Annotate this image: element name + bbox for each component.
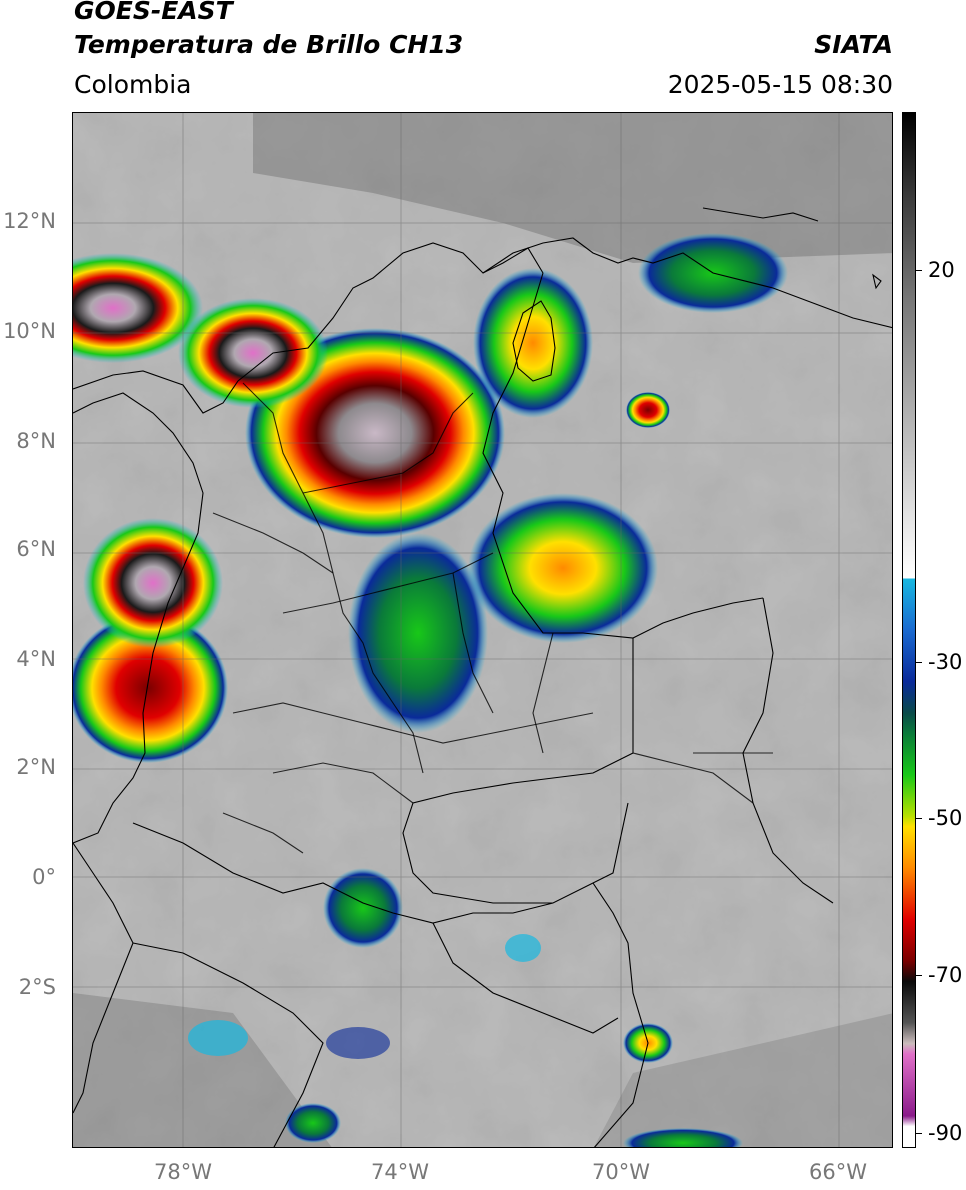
cold-patch-west (188, 1020, 248, 1056)
satellite-map[interactable] (72, 112, 893, 1148)
lat-label-8n: 8°N (16, 429, 56, 453)
colorbar-label-20: 20 (928, 258, 955, 282)
source-label: SIATA (814, 30, 893, 59)
colorbar-label-m30: -30 (928, 650, 963, 674)
lon-label-66w: 66°W (809, 1160, 867, 1184)
lon-label-70w: 70°W (592, 1160, 650, 1184)
lat-label-12n: 12°N (3, 209, 56, 233)
graticule (73, 113, 892, 1147)
product-title: Temperatura de Brillo CH13 (74, 30, 464, 59)
colorbar-tick-m90 (916, 1133, 922, 1134)
storm-cell-pacific-north (83, 518, 223, 648)
colorbar-tick-20 (916, 270, 922, 271)
colorbar-tick-m50 (916, 818, 922, 819)
lon-label-74w: 74°W (371, 1160, 429, 1184)
colorbar-label-m70: -70 (928, 963, 963, 987)
storm-cell-caribbean (178, 298, 328, 408)
colorbar (902, 112, 916, 1148)
colorbar-tick-m70 (916, 975, 922, 976)
lon-label-78w: 78°W (154, 1160, 212, 1184)
lat-label-2n: 2°N (16, 755, 56, 779)
satellite-title: GOES-EAST (74, 0, 233, 25)
lat-label-4n: 4°N (16, 647, 56, 671)
storm-cell-bottom (623, 1128, 743, 1147)
lat-label-2s: 2°S (18, 975, 56, 999)
storm-cell-small (626, 392, 670, 428)
map-canvas (73, 113, 892, 1147)
region-label: Colombia (74, 70, 192, 99)
storm-cell-far-south (285, 1103, 341, 1143)
storm-cell-ecuador (323, 868, 403, 948)
lat-label-0: 0° (32, 865, 56, 889)
cold-patch-center (505, 934, 541, 962)
storm-cell-pacific-south (73, 613, 228, 763)
storm-cell-caribbean-west (73, 253, 203, 363)
datetime-label: 2025-05-15 08:30 (667, 70, 893, 99)
borders (73, 207, 892, 1147)
colorbar-label-m50: -50 (928, 806, 963, 830)
storm-band-andes (348, 533, 488, 733)
storm-cell-maracaibo (473, 268, 593, 418)
colorbar-label-m90: -90 (928, 1121, 963, 1145)
cold-patch-south (326, 1027, 390, 1059)
lat-label-10n: 10°N (3, 319, 56, 343)
lat-label-6n: 6°N (16, 537, 56, 561)
storm-cell-llanos (468, 493, 658, 643)
colorbar-tick-m30 (916, 662, 922, 663)
